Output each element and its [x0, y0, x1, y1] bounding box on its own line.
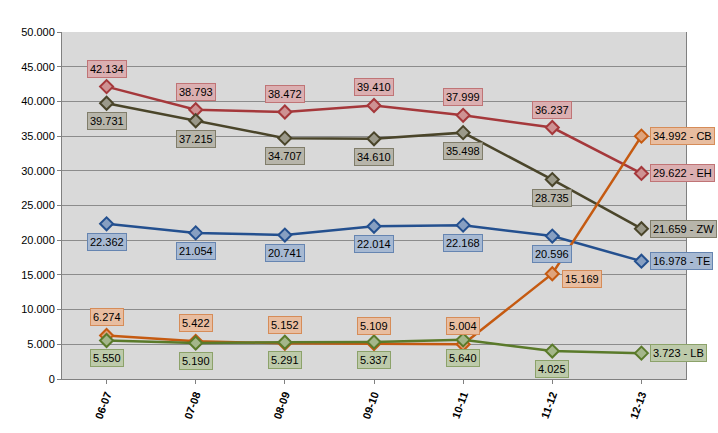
- svg-text:34.707: 34.707: [268, 150, 302, 162]
- svg-text:35.498: 35.498: [446, 145, 480, 157]
- svg-text:39.410: 39.410: [357, 81, 391, 93]
- svg-text:21.659 - ZW: 21.659 - ZW: [653, 223, 714, 235]
- svg-text:28.735: 28.735: [535, 192, 569, 204]
- svg-text:5.291: 5.291: [271, 354, 299, 366]
- svg-text:42.134: 42.134: [90, 63, 124, 75]
- svg-text:5.000: 5.000: [27, 338, 55, 350]
- svg-text:22.168: 22.168: [446, 237, 480, 249]
- svg-text:38.793: 38.793: [179, 86, 213, 98]
- svg-text:21.054: 21.054: [179, 245, 213, 257]
- svg-text:0: 0: [49, 373, 55, 385]
- svg-text:34.992 - CB: 34.992 - CB: [653, 130, 712, 142]
- svg-text:5.152: 5.152: [271, 319, 299, 331]
- svg-text:40.000: 40.000: [21, 95, 55, 107]
- svg-text:37.215: 37.215: [179, 133, 213, 145]
- svg-text:6.274: 6.274: [93, 311, 121, 323]
- svg-text:50.000: 50.000: [21, 26, 55, 38]
- svg-text:3.723 - LB: 3.723 - LB: [653, 347, 704, 359]
- svg-text:09-10: 09-10: [360, 390, 381, 421]
- svg-text:45.000: 45.000: [21, 61, 55, 73]
- svg-text:5.109: 5.109: [360, 320, 388, 332]
- svg-text:36.237: 36.237: [535, 104, 569, 116]
- svg-text:5.550: 5.550: [93, 352, 121, 364]
- svg-text:35.000: 35.000: [21, 130, 55, 142]
- svg-text:37.999: 37.999: [446, 91, 480, 103]
- svg-text:08-09: 08-09: [271, 390, 292, 421]
- svg-text:11-12: 11-12: [539, 390, 560, 420]
- svg-text:10.000: 10.000: [21, 303, 55, 315]
- svg-text:22.362: 22.362: [90, 236, 124, 248]
- svg-text:30.000: 30.000: [21, 165, 55, 177]
- svg-text:34.610: 34.610: [357, 151, 391, 163]
- svg-text:16.978 - TE: 16.978 - TE: [653, 255, 710, 267]
- svg-text:15.000: 15.000: [21, 269, 55, 281]
- svg-text:22.014: 22.014: [357, 238, 391, 250]
- svg-text:5.640: 5.640: [449, 352, 477, 364]
- svg-text:4.025: 4.025: [538, 363, 566, 375]
- svg-text:15.169: 15.169: [565, 273, 599, 285]
- svg-text:10-11: 10-11: [449, 390, 470, 420]
- svg-text:38.472: 38.472: [268, 88, 302, 100]
- svg-text:20.596: 20.596: [535, 248, 569, 260]
- svg-text:20.741: 20.741: [268, 247, 302, 259]
- svg-text:25.000: 25.000: [21, 199, 55, 211]
- svg-text:20.000: 20.000: [21, 234, 55, 246]
- svg-text:5.004: 5.004: [449, 320, 477, 332]
- svg-text:29.622 - EH: 29.622 - EH: [653, 167, 712, 179]
- svg-text:12-13: 12-13: [628, 390, 649, 421]
- svg-text:06-07: 06-07: [93, 390, 114, 421]
- svg-text:07-08: 07-08: [182, 390, 203, 421]
- svg-text:5.190: 5.190: [182, 355, 210, 367]
- svg-text:39.731: 39.731: [90, 115, 124, 127]
- svg-text:5.337: 5.337: [360, 354, 388, 366]
- svg-text:5.422: 5.422: [182, 317, 210, 329]
